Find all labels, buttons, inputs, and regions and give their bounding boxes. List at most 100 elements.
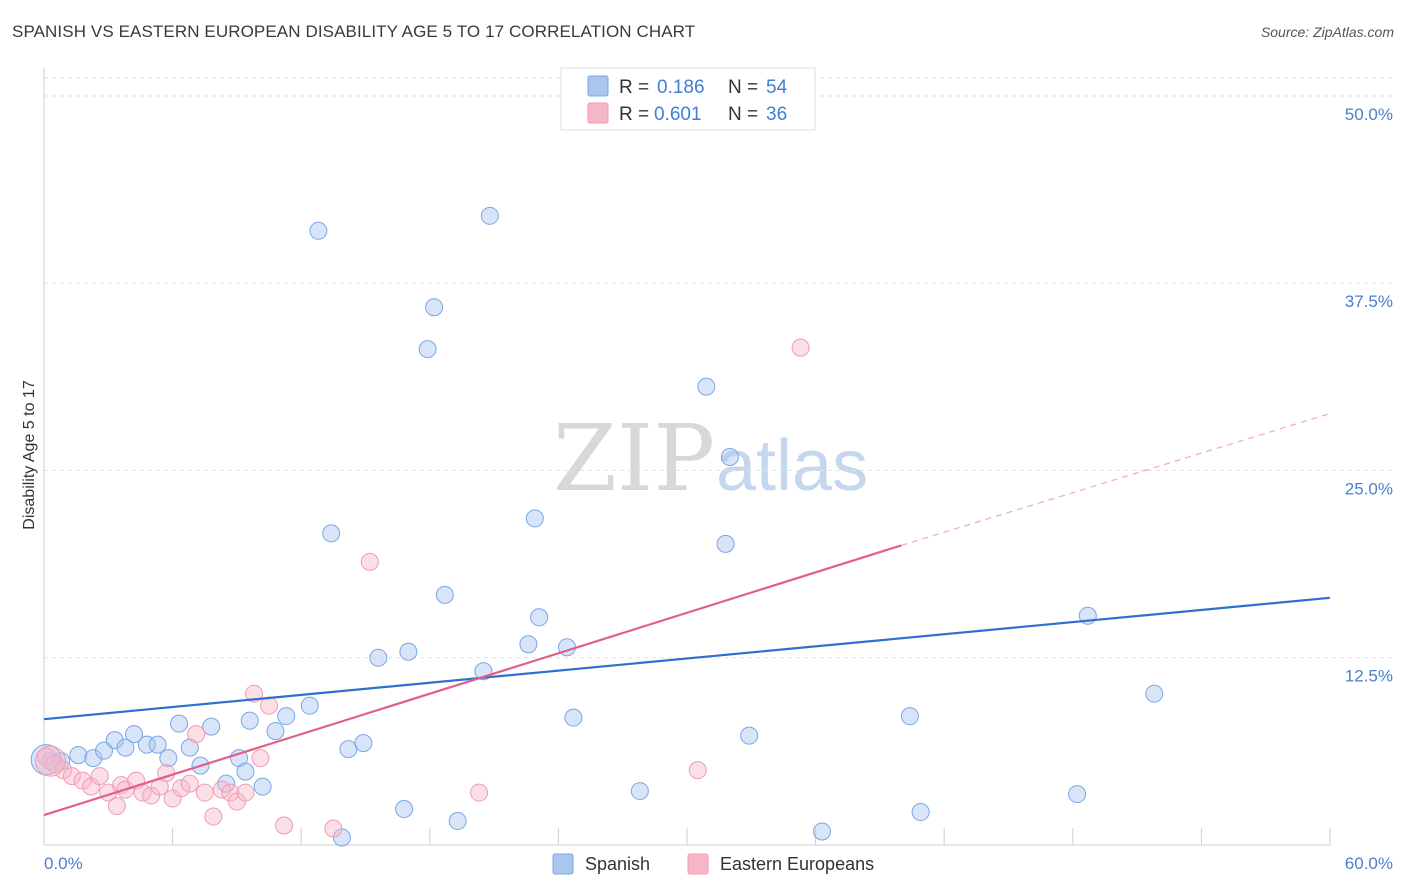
eastern-europeans-point [180,774,199,793]
spanish-point [630,782,649,801]
spanish-point [911,803,930,822]
spanish-point [322,524,341,543]
spanish-point [105,731,124,750]
spanish-point [480,206,499,225]
spanish-point [697,377,716,396]
eastern-europeans-point [791,338,810,357]
x-tick-label: 0.0% [44,854,83,873]
spanish-point [740,726,759,745]
eastern-europeans-point [260,696,279,715]
legend-r-label-eastern-europeans: R = [619,104,649,125]
legend-n-value-eastern-europeans: 36 [766,104,787,125]
spanish-point [354,734,373,753]
spanish-point [116,738,135,757]
spanish-trend-line [43,596,1331,721]
spanish-point [720,448,739,467]
spanish-point [395,800,414,819]
eastern-europeans-point [34,745,66,777]
watermark: ZIP atlas [553,405,868,512]
y-tick-label: 25.0% [1345,479,1393,498]
y-tick-labels: 12.5% 25.0% 37.5% 50.0% [1345,105,1393,686]
spanish-point [900,707,919,726]
spanish-point [530,608,549,627]
spanish-point [525,509,544,528]
watermark-atlas: atlas [716,426,868,506]
bottom-legend-swatch-spanish [552,853,574,875]
spanish-point [399,642,418,661]
y-tick-label: 12.5% [1345,667,1393,686]
eastern-europeans-point [204,807,223,826]
eastern-europeans-point [251,749,270,768]
spanish-point [84,749,103,768]
spanish-point [277,707,296,726]
eastern-europeans-point [236,783,255,802]
x-tick-labels: 0.0% 60.0% [44,854,1393,873]
spanish-point [137,735,156,754]
spanish-point [369,648,388,667]
spanish-point [813,822,832,841]
y-tick-label: 50.0% [1345,105,1393,124]
legend-box: R = 0.186 N = 54 R = 0.601 N = 36 [560,67,816,131]
data-points [30,206,1164,847]
spanish-point [148,735,167,754]
spanish-point [716,534,735,553]
legend-n-value-spanish: 54 [766,77,788,98]
legend-r-value-spanish: 0.186 [657,77,705,98]
eastern-europeans-point [688,761,707,780]
eastern-europeans-point [62,767,81,786]
eastern-europeans-point [107,797,126,816]
legend-n-label-spanish: N = [728,77,758,98]
grid-lines [44,77,1392,659]
eastern-europeans-point [360,552,379,571]
bottom-legend-label-spanish: Spanish [585,854,650,874]
legend-r-value-eastern-europeans: 0.601 [654,104,702,125]
spanish-point [1068,785,1087,804]
bottom-legend-label-eastern-europeans: Eastern Europeans [720,854,874,874]
eastern-europeans-point [172,779,191,798]
spanish-point [435,585,454,604]
spanish-point [236,762,255,781]
x-tick-label: 60.0% [1345,854,1393,873]
y-tick-label: 37.5% [1345,292,1393,311]
spanish-point [418,340,437,359]
spanish-point [564,708,583,727]
spanish-point [448,812,467,831]
spanish-point [69,746,88,765]
chart-title: SPANISH VS EASTERN EUROPEAN DISABILITY A… [12,22,696,41]
spanish-point [266,722,285,741]
eastern-europeans-point [187,725,206,744]
series-spanish-points [30,206,1164,847]
legend-swatch-spanish [587,75,609,97]
eastern-europeans-point [470,783,489,802]
bottom-legend: Spanish Eastern Europeans [552,853,874,875]
spanish-point [519,635,538,654]
spanish-point [159,749,178,768]
legend-r-label-spanish: R = [619,77,649,98]
eastern-europeans-point [90,767,109,786]
series-eastern-europeans-points [34,338,810,838]
spanish-point [240,711,259,730]
trend-lines [43,412,1331,817]
eastern-europeans-point [221,783,240,802]
eastern-europeans-point [275,816,294,835]
legend-n-label-eastern-europeans: N = [728,104,758,125]
spanish-point [1145,684,1164,703]
spanish-point [170,714,189,733]
eastern-europeans-point [195,783,214,802]
spanish-point [125,725,144,744]
legend-swatch-eastern-europeans [587,102,609,124]
spanish-point [309,221,328,240]
eastern-europeans-trend-extension [901,412,1331,546]
spanish-point [253,777,272,796]
spanish-point [300,696,319,715]
watermark-zip: ZIP [553,405,715,512]
spanish-point [339,740,358,759]
axes [43,68,1331,846]
y-axis-label: Disability Age 5 to 17 [21,380,38,530]
bottom-legend-swatch-eastern-europeans [687,853,709,875]
chart-source: Source: ZipAtlas.com [1260,24,1394,40]
eastern-europeans-trend-line [43,544,902,817]
spanish-point [202,717,221,736]
spanish-point [425,298,444,317]
